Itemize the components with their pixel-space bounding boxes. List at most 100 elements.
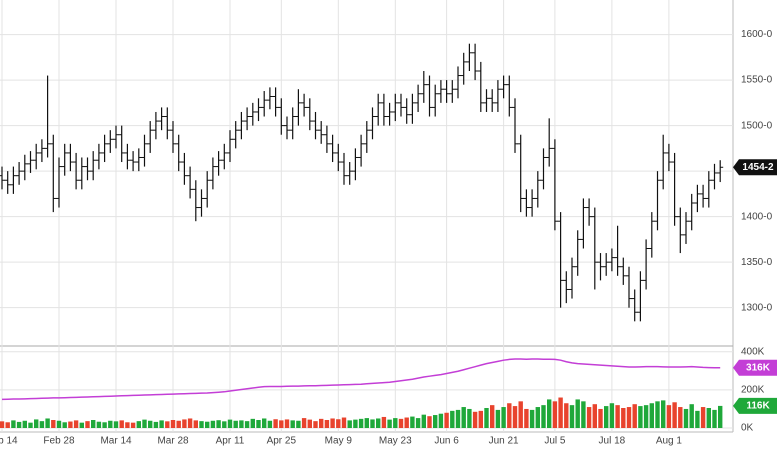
volume-bar — [130, 422, 136, 428]
volume-bar — [68, 421, 73, 428]
volume-bar — [222, 421, 227, 428]
volume-bar — [718, 405, 723, 428]
volume-bar — [290, 420, 295, 428]
volume-bar — [233, 420, 238, 428]
volume-bar — [313, 421, 318, 428]
volume-bar — [427, 416, 432, 428]
volume-bar — [569, 405, 575, 428]
volume-bar — [598, 408, 603, 428]
volume-bar — [227, 419, 233, 428]
volume-bar — [381, 416, 387, 428]
x-tick-label: Mar 28 — [157, 436, 189, 447]
volume-bar — [547, 399, 552, 428]
volume-bar — [250, 418, 255, 428]
volume-bar — [364, 418, 369, 428]
volume-bar — [353, 419, 358, 428]
last-value-tag-bg — [733, 359, 777, 376]
y-tick-label: 1500-0 — [741, 120, 773, 131]
volume-bar — [518, 401, 523, 428]
volume-bar — [28, 422, 33, 428]
y-tick-label: 1350-0 — [741, 257, 773, 268]
y-tick-label: 400K — [741, 346, 765, 357]
volume-bar — [621, 408, 626, 428]
volume-bar — [700, 407, 706, 428]
volume-bar — [205, 421, 210, 428]
volume-bar — [638, 406, 643, 428]
volume-bar — [666, 405, 672, 428]
volume-bar — [96, 421, 102, 428]
volume-bar — [632, 404, 637, 428]
volume-bar — [678, 407, 683, 428]
volume-bar — [165, 421, 170, 428]
volume-bar — [73, 420, 79, 428]
volume-bar — [330, 418, 335, 428]
volume-bar — [478, 410, 483, 428]
x-tick-label: Feb 28 — [43, 436, 75, 447]
volume-bar — [535, 407, 540, 428]
volume-bar — [119, 420, 124, 428]
volume-bar — [39, 421, 45, 428]
volume-bar — [472, 411, 478, 428]
volume-bar — [404, 417, 409, 428]
volume-bar — [358, 418, 364, 428]
volume-bar — [484, 408, 489, 428]
volume-bar — [267, 420, 273, 428]
volume-bar — [45, 418, 50, 428]
volume-bar — [34, 419, 39, 428]
volume-bar — [62, 422, 67, 428]
volume-bar — [136, 421, 141, 428]
volume-bar — [683, 408, 689, 428]
last-price-tag-bg — [733, 159, 777, 176]
volume-bar — [11, 420, 16, 428]
volume-bar — [586, 407, 592, 428]
volume-bar — [581, 401, 586, 428]
volume-bar — [102, 422, 107, 428]
volume-bar — [490, 405, 495, 428]
volume-bar — [91, 420, 96, 428]
volume-bar — [615, 405, 620, 428]
y-tick-label: 1600-0 — [741, 29, 773, 40]
volume-bar — [187, 418, 193, 428]
volume-bar — [421, 414, 426, 428]
volume-bar — [524, 408, 529, 428]
volume-bar — [609, 403, 615, 428]
x-tick-label: Jun 6 — [434, 436, 459, 447]
x-tick-label: Jul 18 — [599, 436, 626, 447]
volume-bar — [148, 420, 153, 428]
volume-bar — [672, 402, 677, 428]
volume-bar — [176, 420, 181, 428]
volume-bar — [22, 420, 27, 428]
volume-bar — [393, 418, 398, 428]
volume-bar — [433, 415, 438, 428]
x-tick-label: Jun 21 — [489, 436, 519, 447]
volume-bar — [438, 413, 444, 428]
volume-bar — [307, 419, 312, 428]
volume-bar — [387, 419, 392, 428]
volume-bar — [153, 421, 159, 428]
volume-bar — [262, 418, 267, 428]
volume-bar — [455, 409, 461, 428]
volume-bar — [415, 418, 421, 428]
volume-bar — [341, 417, 347, 428]
volume-bar — [284, 419, 290, 428]
volume-bar — [461, 407, 466, 428]
volume-bar — [108, 420, 113, 428]
volume-bar — [592, 404, 597, 428]
x-tick-label: May 23 — [379, 436, 412, 447]
volume-bar — [296, 420, 301, 428]
volume-bar — [273, 419, 278, 428]
volume-bar — [56, 420, 62, 428]
volume-bar — [51, 420, 56, 428]
volume-bar — [552, 401, 558, 428]
volume-bar — [575, 399, 580, 428]
volume-bar — [541, 405, 546, 428]
volume-bar — [655, 401, 660, 428]
volume-bar — [256, 420, 261, 428]
volume-bar — [712, 409, 717, 428]
volume-bar — [467, 408, 472, 428]
volume-bar — [564, 403, 569, 428]
volume-bar — [324, 420, 330, 428]
volume-bar — [142, 419, 147, 428]
